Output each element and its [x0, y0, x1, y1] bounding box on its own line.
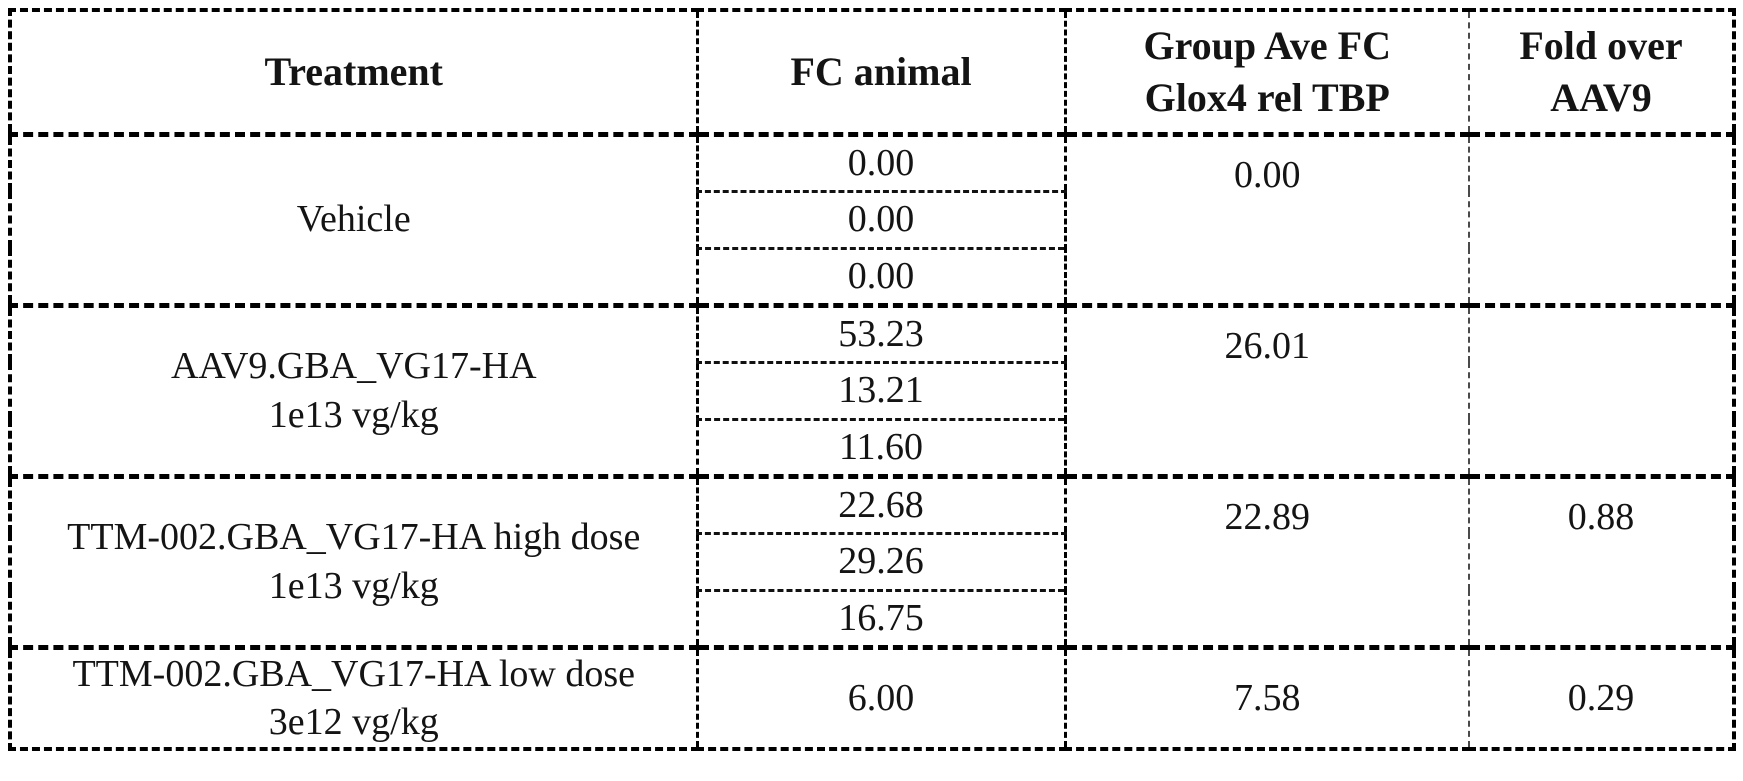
- table-row: 16.75: [10, 590, 1734, 647]
- col-header-group-ave-line1: Group Ave FC: [1143, 22, 1391, 68]
- group-ave-cell: 22.89: [1063, 473, 1469, 647]
- table-row: AAV9.GBA_VG17-HA 1e13 vg/kg 53.23 26.01: [10, 302, 1734, 476]
- fc-value-cell: 0.00: [695, 134, 1065, 193]
- treatment-cell-ttm002-low: TTM-002.GBA_VG17-HA low dose 3e12 vg/kg: [10, 644, 697, 749]
- table-row: 0.00: [10, 248, 1734, 305]
- table-row: 0.00: [10, 191, 1734, 250]
- table-row: 13.21: [10, 362, 1734, 421]
- fc-value-cell: 13.21: [695, 362, 1065, 421]
- col-header-group-ave: Group Ave FC Glox4 rel TBP: [1063, 10, 1469, 137]
- fc-value-cell: 0.00: [695, 191, 1065, 250]
- table-row: TTM-002.GBA_VG17-HA low dose 3e12 vg/kg …: [10, 644, 1734, 749]
- group-ave-cell: 7.58: [1063, 644, 1469, 749]
- treatment-cell-aav9: AAV9.GBA_VG17-HA 1e13 vg/kg: [10, 302, 697, 476]
- treatment-name: TTM-002.GBA_VG17-HA high dose: [67, 515, 641, 558]
- treatment-cell-vehicle: Vehicle: [296, 198, 411, 241]
- treatment-dose: 3e12 vg/kg: [268, 701, 439, 744]
- treatment-dose: 1e13 vg/kg: [268, 393, 439, 436]
- treatment-name: TTM-002.GBA_VG17-HA low dose: [72, 652, 636, 695]
- fc-value-cell: 6.00: [695, 644, 1065, 749]
- treatment-cell-ttm002-high: TTM-002.GBA_VG17-HA high dose 1e13 vg/kg: [10, 473, 697, 647]
- treatment-name: AAV9.GBA_VG17-HA: [170, 344, 537, 387]
- results-table: Treatment FC animal Group Ave FC Glox4 r…: [8, 8, 1736, 751]
- col-header-group-ave-line2: Glox4 rel TBP: [1144, 74, 1390, 120]
- group-ave-cell: 0.00: [1063, 134, 1469, 305]
- fold-over-cell: [1468, 302, 1734, 476]
- table-row: Vehicle 0.00 0.00: [10, 134, 1734, 305]
- col-header-fc-animal: FC animal: [695, 10, 1065, 137]
- fc-value-cell: 16.75: [695, 590, 1065, 647]
- col-header-fold-over: Fold over AAV9: [1468, 10, 1734, 137]
- col-header-fold-over-line2: AAV9: [1550, 74, 1652, 120]
- fold-over-cell: 0.88: [1468, 473, 1734, 647]
- fc-value-cell: 11.60: [695, 419, 1065, 476]
- table-row: TTM-002.GBA_VG17-HA high dose 1e13 vg/kg…: [10, 473, 1734, 647]
- fc-value-cell: 0.00: [695, 248, 1065, 305]
- group-ave-cell: 26.01: [1063, 302, 1469, 476]
- table-row: 29.26: [10, 533, 1734, 592]
- header-row: Treatment FC animal Group Ave FC Glox4 r…: [10, 10, 1734, 137]
- treatment-dose: 1e13 vg/kg: [268, 564, 439, 607]
- table-row: 11.60: [10, 419, 1734, 476]
- col-header-fold-over-line1: Fold over: [1519, 22, 1683, 68]
- fc-value-cell: 29.26: [695, 533, 1065, 592]
- col-header-treatment: Treatment: [10, 10, 697, 137]
- fold-over-cell: [1468, 134, 1734, 305]
- fc-value-cell: 53.23: [695, 302, 1065, 364]
- fc-value-cell: 22.68: [695, 473, 1065, 535]
- fold-over-cell: 0.29: [1468, 644, 1734, 749]
